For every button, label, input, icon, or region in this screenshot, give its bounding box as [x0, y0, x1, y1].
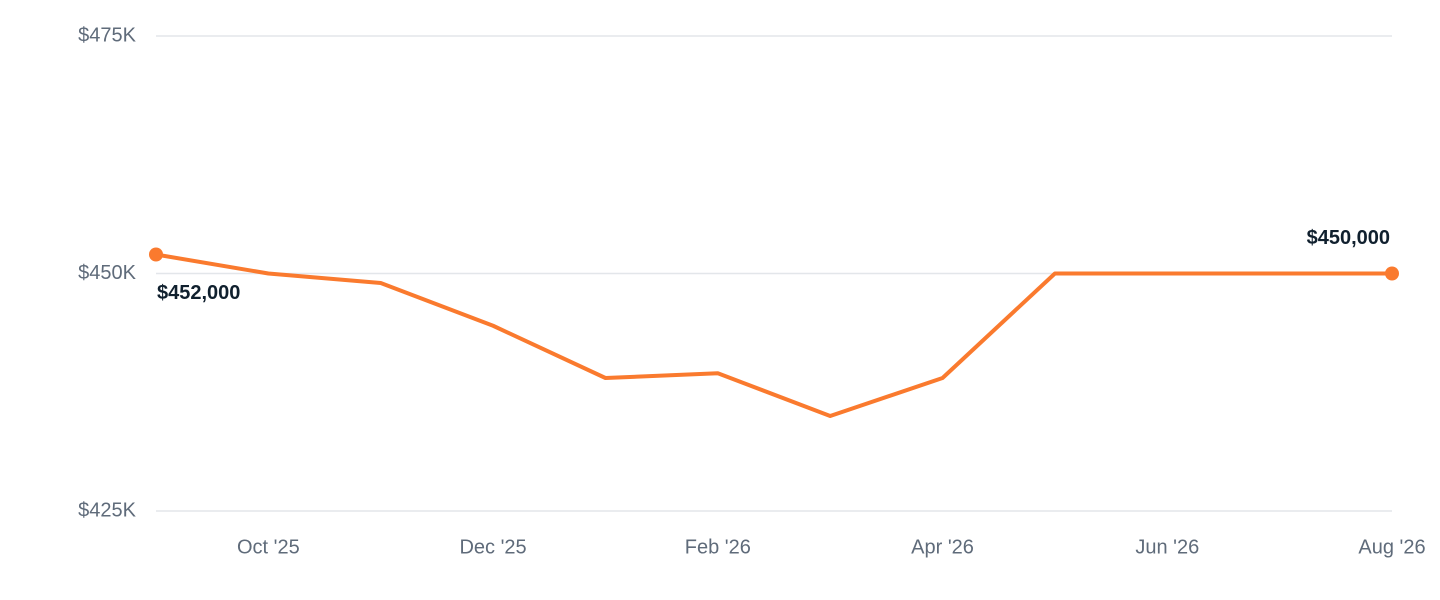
x-tick-label: Apr '26 — [911, 536, 974, 558]
end-dot — [149, 247, 163, 262]
x-tick-label: Feb '26 — [685, 536, 751, 558]
y-tick-label: $450K — [78, 262, 136, 284]
y-tick-label: $475K — [78, 24, 136, 46]
x-tick-label: Aug '26 — [1358, 536, 1425, 558]
line — [155, 252, 1392, 418]
x-tick-label: Jun '26 — [1135, 536, 1199, 558]
value-label: $450,000 — [1307, 227, 1390, 249]
end-dot — [1385, 266, 1399, 281]
value-label: $452,000 — [157, 282, 240, 304]
x-tick-label: Dec '25 — [459, 536, 526, 558]
y-tick-label: $425K — [78, 499, 136, 521]
x-tick-label: Oct '25 — [237, 536, 300, 558]
